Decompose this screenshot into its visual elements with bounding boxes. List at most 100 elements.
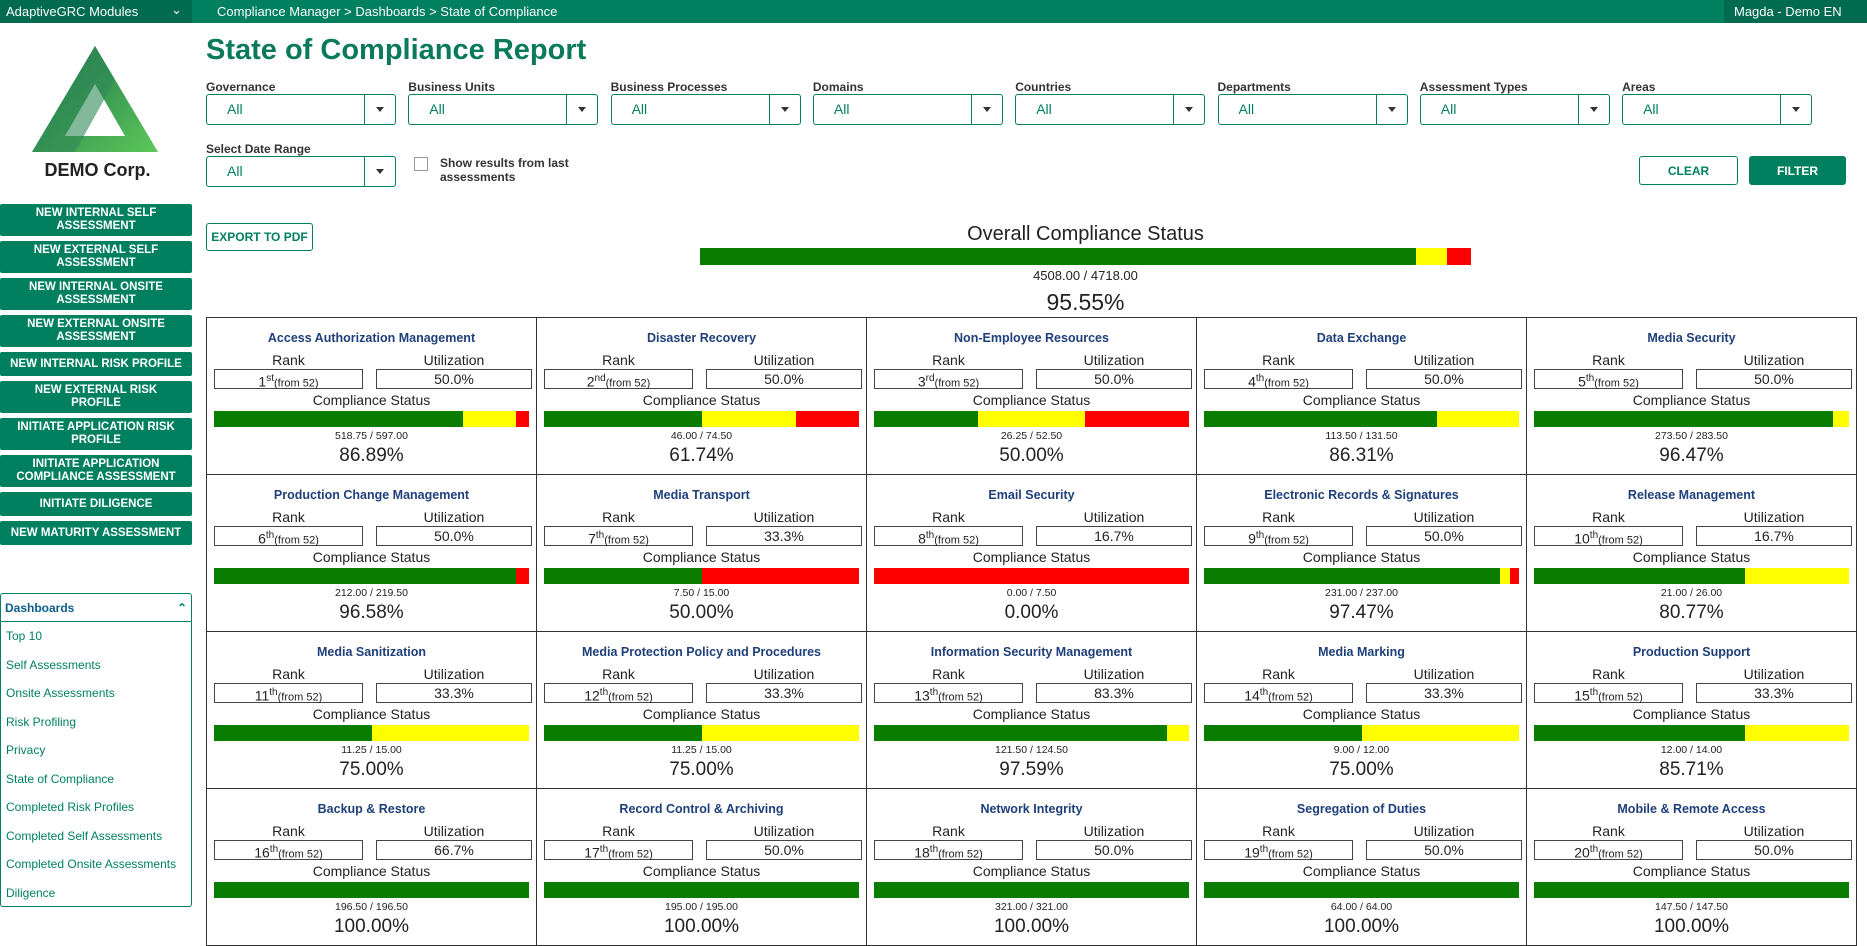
card-title[interactable]: Production Change Management: [273, 488, 470, 502]
card-title[interactable]: Network Integrity: [980, 802, 1083, 816]
dashboard-link[interactable]: Diligence: [6, 885, 56, 900]
breadcrumb: Compliance Manager > Dashboards > State …: [217, 4, 558, 19]
domain-card: Backup & Restore Rank Utilization 16th(from…: [207, 789, 537, 946]
dashboard-link[interactable]: Top 10: [6, 629, 43, 643]
score: 0.00 / 7.50: [1006, 587, 1057, 599]
card-title[interactable]: Electronic Records & Signatures: [1264, 488, 1459, 502]
card-title[interactable]: Mobile & Remote Access: [1617, 802, 1766, 816]
card-title[interactable]: Media Protection Policy and Procedures: [582, 645, 821, 659]
filter-select[interactable]: All: [1622, 94, 1813, 125]
utilization-label: Utilization: [1413, 352, 1475, 368]
dashboards-header[interactable]: Dashboards ⌃: [1, 594, 191, 622]
domain-card: Release Management Rank Utilization 10th(fr…: [1527, 475, 1857, 632]
rank-suffix: st: [266, 373, 274, 384]
bar-segment: [874, 725, 1167, 741]
card-title[interactable]: Email Security: [988, 488, 1075, 502]
filter-select[interactable]: All: [1217, 94, 1408, 125]
action-button[interactable]: NEW INTERNAL RISK PROFILE: [0, 352, 192, 376]
rank-total: (from 52): [934, 534, 979, 547]
percent: 100.00%: [333, 916, 409, 937]
dashboard-link[interactable]: Completed Self Assessments: [6, 828, 163, 843]
rank-box: 4th(from 52): [1204, 369, 1353, 390]
filter-select[interactable]: All: [206, 94, 396, 125]
modules-menu[interactable]: AdaptiveGRC Modules ⌄: [0, 0, 192, 23]
status-label: Compliance Status: [972, 392, 1091, 408]
export-button[interactable]: EXPORT TO PDF: [206, 223, 313, 251]
card-title[interactable]: Record Control & Archiving: [619, 802, 784, 816]
rank-box: 10th(from 52): [1534, 526, 1683, 547]
card-title[interactable]: Production Support: [1632, 645, 1751, 659]
percent: 75.00%: [1329, 759, 1394, 780]
filter-select[interactable]: All: [408, 94, 599, 125]
dashboard-link[interactable]: Completed Risk Profiles: [6, 800, 135, 814]
score: 64.00 / 64.00: [1330, 901, 1393, 913]
card-title[interactable]: Non-Employee Resources: [954, 331, 1109, 345]
card-title[interactable]: Media Sanitization: [316, 645, 427, 659]
action-button[interactable]: INITIATE DILIGENCE: [0, 492, 192, 516]
card-title[interactable]: Access Authorization Management: [267, 331, 476, 345]
action-button[interactable]: NEW INTERNAL SELF ASSESSMENT: [0, 204, 192, 236]
rank-value: 2: [586, 373, 595, 390]
rank-total: (from 52): [1598, 534, 1643, 547]
filter-select[interactable]: All: [1419, 94, 1610, 125]
action-button[interactable]: NEW EXTERNAL SELF ASSESSMENT: [0, 241, 192, 273]
card-title[interactable]: Media Transport: [653, 488, 750, 502]
action-button[interactable]: INITIATE APPLICATION RISK PROFILE: [0, 418, 192, 450]
dashboard-link[interactable]: Privacy: [6, 743, 46, 757]
rank-value: 17: [584, 844, 600, 861]
rank-suffix: th: [1589, 530, 1599, 541]
overall-score: 4508.00 / 4718.00: [1033, 268, 1138, 283]
status-label: Compliance Status: [312, 706, 431, 722]
card-title[interactable]: Information Security Management: [930, 645, 1133, 659]
dashboard-link[interactable]: State of Compliance: [6, 771, 115, 786]
dashboards-panel: Dashboards ⌃ Top 10 Self Assessments Onsite…: [0, 593, 192, 907]
filter-select[interactable]: All: [1015, 94, 1206, 125]
dashboard-link[interactable]: Onsite Assessments: [6, 686, 115, 700]
action-button[interactable]: NEW EXTERNAL RISK PROFILE: [0, 381, 192, 413]
filter-select[interactable]: All: [206, 156, 396, 187]
card-title[interactable]: Media Security: [1647, 331, 1736, 345]
action-button[interactable]: NEW MATURITY ASSESSMENT: [0, 521, 192, 545]
action-button[interactable]: INITIATE APPLICATION COMPLIANCE ASSESSME…: [0, 455, 192, 487]
card-title[interactable]: Backup & Restore: [317, 802, 426, 816]
action-button[interactable]: NEW EXTERNAL ONSITE ASSESSMENT: [0, 315, 192, 347]
dashboard-link[interactable]: Self Assessments: [6, 657, 101, 672]
status-label: Compliance Status: [1302, 706, 1421, 722]
filter-select[interactable]: All: [610, 94, 801, 125]
card-title[interactable]: Media Marking: [1318, 645, 1405, 659]
dashboard-link[interactable]: Risk Profiling: [6, 714, 77, 729]
utilization-box: 16.7%: [1696, 526, 1852, 546]
utilization-label: Utilization: [753, 509, 815, 525]
clear-button[interactable]: CLEAR: [1639, 156, 1738, 185]
utilization-label: Utilization: [423, 352, 485, 368]
action-label: INITIATE APPLICATION RISK PROFILE: [17, 421, 175, 446]
dashboard-link[interactable]: Completed Onsite Assessments: [6, 857, 177, 871]
domain-card: Media Security Rank Utilization 5th(from 52…: [1527, 318, 1857, 475]
bar-segment: [1166, 725, 1189, 741]
score: 518.75 / 597.00: [335, 430, 408, 442]
percent: 97.47%: [1329, 602, 1394, 623]
filter-select[interactable]: All: [812, 94, 1003, 125]
utilization-box: 50.0%: [376, 369, 532, 389]
action-button[interactable]: NEW INTERNAL ONSITE ASSESSMENT: [0, 278, 192, 310]
rank-value: 7: [588, 530, 596, 547]
card-title[interactable]: Segregation of Duties: [1296, 802, 1427, 816]
rank-suffix: th: [1259, 687, 1269, 698]
card-title[interactable]: Disaster Recovery: [646, 331, 757, 345]
card-title[interactable]: Data Exchange: [1316, 331, 1407, 345]
percent: 100.00%: [993, 916, 1069, 937]
filter-button[interactable]: FILTER: [1749, 156, 1846, 185]
status-label: Compliance Status: [1302, 863, 1421, 879]
domain-card: Media Transport Rank Utilization 7th(from 5…: [537, 475, 867, 632]
utilization-label: Utilization: [1743, 823, 1805, 839]
percent: 80.77%: [1659, 602, 1724, 623]
checkbox[interactable]: [414, 157, 428, 171]
utilization-label: Utilization: [1083, 823, 1145, 839]
domain-card: Media Protection Policy and Procedures Ra…: [537, 632, 867, 789]
rank-box: 11th(from 52): [214, 683, 363, 704]
percent: 50.00%: [999, 445, 1064, 466]
filter-value: All: [631, 101, 648, 117]
user-menu[interactable]: Magda - Demo EN: [1724, 0, 1867, 23]
rank-box: 15th(from 52): [1534, 683, 1683, 704]
card-title[interactable]: Release Management: [1627, 488, 1756, 502]
